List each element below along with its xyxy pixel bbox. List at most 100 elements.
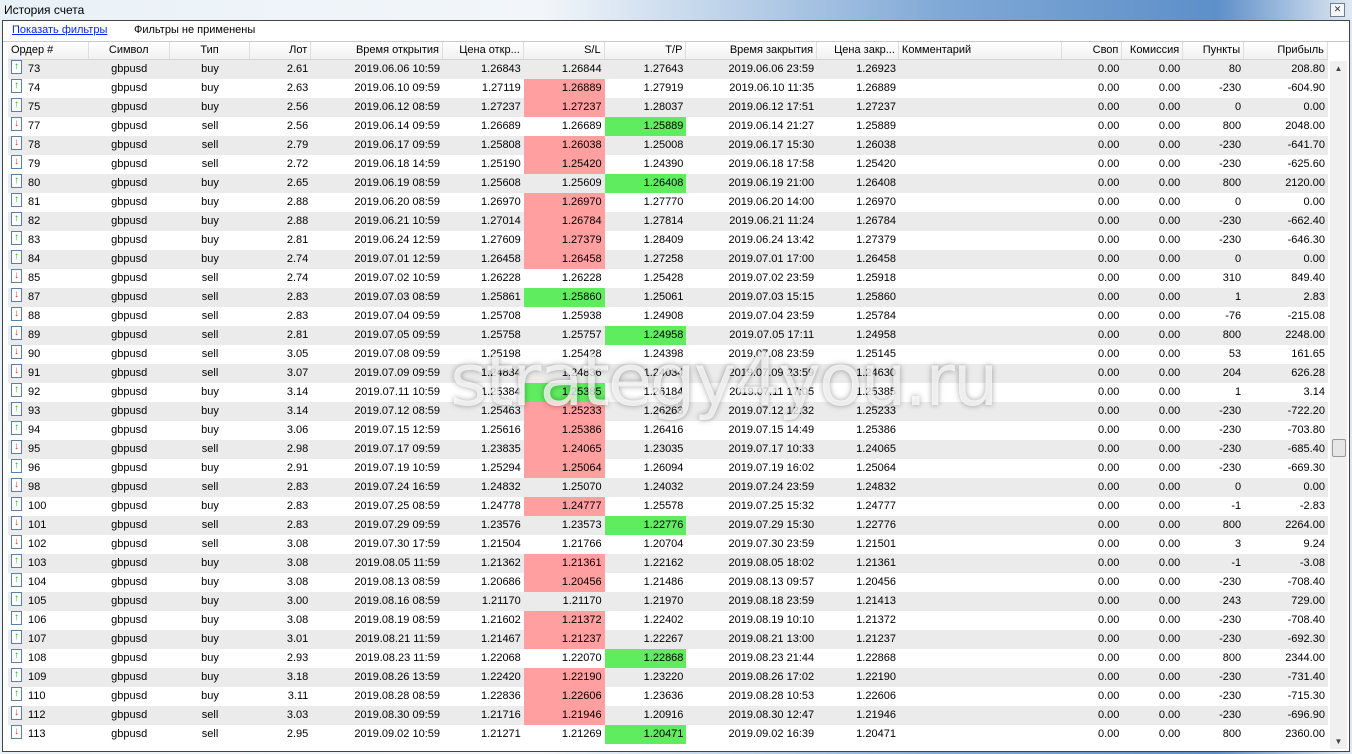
column-header-swap[interactable]: Своп [1062,42,1123,59]
table-row[interactable]: ↑ 94 gbpusd buy 3.06 2019.07.15 12:59 1.25616 1… [8,421,1328,440]
cell-profit: 2120.00 [1244,174,1328,193]
profit-value: 0.00 [1303,101,1325,113]
table-row[interactable]: ↑ 84 gbpusd buy 2.74 2019.07.01 12:59 1.26458 1… [8,250,1328,269]
table-row[interactable]: ↓ 98 gbpusd sell 2.83 2019.07.24 16:59 1.24832… [8,478,1328,497]
cell-open-price: 1.26843 [443,60,524,79]
symbol-value: gbpusd [111,329,148,341]
column-header-sl[interactable]: S/L [524,42,605,59]
table-row[interactable]: ↓ 78 gbpusd sell 2.79 2019.06.17 09:59 1.25808… [8,136,1328,155]
cell-swap: 0.00 [1062,687,1123,706]
column-header-comment[interactable]: Комментарий [899,42,1062,59]
column-header-close-time[interactable]: Время закрытия [686,42,818,59]
order-value: 75 [28,101,41,113]
column-header-points[interactable]: Пункты [1183,42,1245,59]
cell-open-time: 2019.09.02 10:59 [311,725,443,744]
cell-symbol: gbpusd [89,345,170,364]
table-row[interactable]: ↓ 85 gbpusd sell 2.74 2019.07.02 10:59 1.26228… [8,269,1328,288]
cell-close-price: 1.22606 [817,687,899,706]
close-price-value: 1.21413 [856,595,896,607]
table-row[interactable]: ↓ 91 gbpusd sell 3.07 2019.07.09 09:59 1.24834… [8,364,1328,383]
cell-tp: 1.27770 [605,193,687,212]
table-row[interactable]: ↑ 106 gbpusd buy 3.08 2019.08.19 08:59 1.21602… [8,611,1328,630]
table-row[interactable]: ↓ 112 gbpusd sell 3.03 2019.08.30 09:59 1.2171… [8,706,1328,725]
cell-symbol: gbpusd [89,649,170,668]
cell-commission: 0.00 [1122,250,1183,269]
table-row[interactable]: ↑ 92 gbpusd buy 3.14 2019.07.11 10:59 1.25384 1… [8,383,1328,402]
table-row[interactable]: ↓ 101 gbpusd sell 2.83 2019.07.29 09:59 1.2357… [8,516,1328,535]
cell-type: sell [170,288,251,307]
column-header-open-price[interactable]: Цена откр... [443,42,524,59]
table-row[interactable]: ↑ 81 gbpusd buy 2.88 2019.06.20 08:59 1.26970 1… [8,193,1328,212]
table-row[interactable]: ↑ 104 gbpusd buy 3.08 2019.08.13 08:59 1.20686… [8,573,1328,592]
table-row[interactable]: ↓ 95 gbpusd sell 2.98 2019.07.17 09:59 1.23835… [8,440,1328,459]
table-row[interactable]: ↑ 74 gbpusd buy 2.63 2019.06.10 09:59 1.27119 1… [8,79,1328,98]
show-filters-link[interactable]: Показать фильтры [12,24,108,36]
cell-sl: 1.25609 [524,174,605,193]
lot-value: 3.14 [286,386,309,398]
table-row[interactable]: ↓ 102 gbpusd sell 3.08 2019.07.30 17:59 1.2150… [8,535,1328,554]
column-header-commission[interactable]: Комиссия [1122,42,1184,59]
cell-sl: 1.21237 [523,630,605,649]
table-row[interactable]: ↑ 110 gbpusd buy 3.11 2019.08.28 08:59 1.22836… [8,687,1328,706]
table-row[interactable]: ↑ 80 gbpusd buy 2.65 2019.06.19 08:59 1.25608 1… [8,174,1328,193]
table-row[interactable]: ↓ 79 gbpusd sell 2.72 2019.06.18 14:59 1.25190… [8,155,1328,174]
order-value: 110 [28,690,46,702]
cell-symbol: gbpusd [89,307,170,326]
cell-order: ↓ 85 [8,269,89,288]
close-icon[interactable]: ✕ [1330,3,1345,17]
table-row[interactable]: ↓ 77 gbpusd sell 2.56 2019.06.14 09:59 1.26689… [8,117,1328,136]
table-row[interactable]: ↓ 87 gbpusd sell 2.83 2019.07.03 08:59 1.25861… [8,288,1328,307]
scroll-thumb[interactable] [1332,439,1346,457]
column-header-lot[interactable]: Лот [250,42,312,59]
table-row[interactable]: ↑ 108 gbpusd buy 2.93 2019.08.23 11:59 1.22068… [8,649,1328,668]
profit-value: 2048.00 [1285,120,1325,132]
type-value: buy [201,101,219,113]
cell-points: 80 [1183,60,1244,79]
tp-value: 1.26263 [643,405,684,417]
table-row[interactable]: ↓ 89 gbpusd sell 2.81 2019.07.05 09:59 1.25758… [8,326,1328,345]
table-row[interactable]: ↑ 105 gbpusd buy 3.00 2019.08.16 08:59 1.21170… [8,592,1328,611]
column-header-type[interactable]: Тип [170,42,251,59]
sl-value: 1.21361 [561,557,602,569]
cell-tp: 1.25889 [604,117,687,136]
cell-type: sell [170,440,251,459]
scroll-down-icon[interactable]: ▼ [1334,737,1343,746]
cell-order: ↓ 77 [8,117,89,136]
table-row[interactable]: ↑ 83 gbpusd buy 2.81 2019.06.24 12:59 1.27609 1… [8,231,1328,250]
table-row[interactable]: ↓ 90 gbpusd sell 3.05 2019.07.08 09:59 1.25198… [8,345,1328,364]
sell-order-icon: ↓ [11,478,22,493]
close-price-value: 1.25064 [856,462,896,474]
cell-tp: 1.26416 [605,421,687,440]
table-row[interactable]: ↑ 75 gbpusd buy 2.56 2019.06.12 08:59 1.27237 1… [8,98,1328,117]
table-row[interactable]: ↑ 109 gbpusd buy 3.18 2019.08.26 13:59 1.22420… [8,668,1328,687]
table-row[interactable]: ↑ 82 gbpusd buy 2.88 2019.06.21 10:59 1.27014 1… [8,212,1328,231]
close-time-value: 2019.06.17 15:30 [728,139,815,151]
table-row[interactable]: ↑ 100 gbpusd buy 2.83 2019.07.25 08:59 1.24778… [8,497,1328,516]
cell-symbol: gbpusd [89,573,170,592]
close-time-value: 2019.08.26 17:02 [728,671,815,683]
table-row[interactable]: ↓ 88 gbpusd sell 2.83 2019.07.04 09:59 1.25708… [8,307,1328,326]
scroll-up-icon[interactable]: ▲ [1334,64,1343,73]
table-row[interactable]: ↓ 113 gbpusd sell 2.95 2019.09.02 10:59 1.2127… [8,725,1328,744]
cell-swap: 0.00 [1062,402,1123,421]
cell-points: 800 [1183,326,1244,345]
column-header-tp[interactable]: T/P [605,42,687,59]
sell-order-icon: ↓ [11,307,22,322]
column-header-symbol[interactable]: Символ [89,42,170,59]
table-row[interactable]: ↑ 107 gbpusd buy 3.01 2019.08.21 11:59 1.21467… [8,630,1328,649]
table-row[interactable]: ↑ 103 gbpusd buy 3.08 2019.08.05 11:59 1.21362… [8,554,1328,573]
column-header-order[interactable]: Ордер # [8,42,89,59]
swap-value: 0.00 [1098,310,1120,322]
vertical-scrollbar[interactable]: ▲ ▼ [1330,61,1347,749]
table-row[interactable]: ↑ 73 gbpusd buy 2.61 2019.06.06 10:59 1.26843 1… [8,60,1328,79]
column-header-open-time[interactable]: Время открытия [311,42,443,59]
open-price-value: 1.25198 [481,348,521,360]
cell-close-price: 1.21501 [817,535,899,554]
order-value: 95 [28,443,41,455]
cell-symbol: gbpusd [89,117,170,136]
column-header-profit[interactable]: Прибыль [1244,42,1328,59]
sl-value: 1.25064 [561,462,602,474]
column-header-close-price[interactable]: Цена закр... [817,42,899,59]
table-row[interactable]: ↑ 96 gbpusd buy 2.91 2019.07.19 10:59 1.25294 1… [8,459,1328,478]
table-row[interactable]: ↑ 93 gbpusd buy 3.14 2019.07.12 08:59 1.25463 1… [8,402,1328,421]
